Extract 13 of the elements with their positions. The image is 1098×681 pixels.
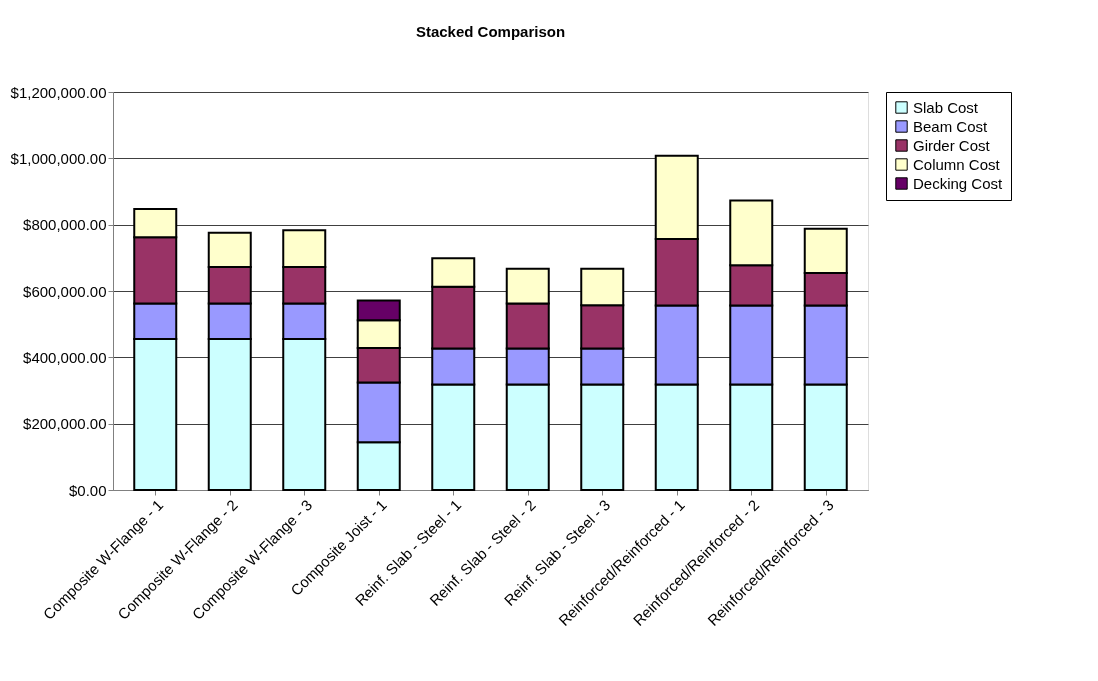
y-tick-label: $400,000.00 [23, 348, 107, 366]
legend-label: Column Cost [913, 155, 1001, 173]
legend-label: Beam Cost [913, 117, 989, 135]
legend-label: Slab Cost [913, 98, 979, 116]
legend-label: Decking Cost [913, 174, 1004, 192]
y-tick-label: $1,200,000.00 [10, 83, 107, 101]
legend-label: Girder Cost [913, 136, 991, 154]
y-tick-label: $600,000.00 [23, 282, 107, 300]
y-tick-label: $0.00 [68, 481, 107, 499]
chart-title: Stacked Comparison [415, 23, 566, 40]
y-tick-label: $800,000.00 [23, 216, 107, 234]
y-tick-label: $1,000,000.00 [10, 149, 107, 167]
y-tick-label: $200,000.00 [23, 415, 107, 433]
